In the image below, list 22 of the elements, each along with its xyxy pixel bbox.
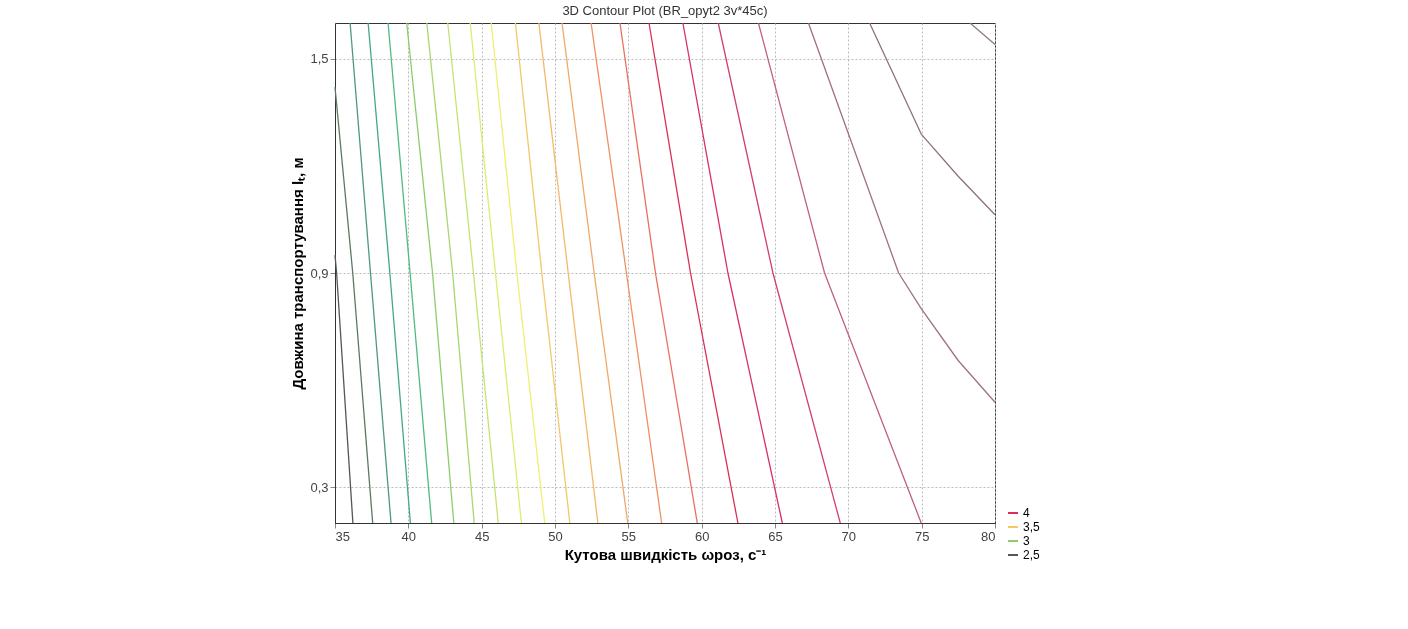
x-tick-label: 75: [914, 528, 930, 544]
chart-title: 3D Contour Plot (BR_opyt2 3v*45c): [562, 3, 768, 19]
y-tick-label: 0,3: [310, 479, 329, 495]
x-tick-label: 60: [694, 528, 710, 544]
x-axis-title: Кутова швидкість ωроз, с⁻¹: [564, 545, 767, 563]
y-tick-label: 1,5: [310, 51, 329, 67]
x-tick-label: 40: [401, 528, 417, 544]
x-tick-label: 55: [621, 528, 637, 544]
legend-label: 3: [1023, 534, 1030, 548]
legend-label: 2,5: [1023, 548, 1041, 562]
y-axis-title: Довжина транспортування lₜ, м: [289, 157, 307, 390]
x-tick-label: 35: [335, 528, 350, 544]
line-series: [868, 22, 996, 216]
line-series: [807, 22, 996, 403]
legend-label: 4: [1023, 506, 1030, 520]
x-tick-label: 50: [548, 528, 563, 544]
x-tick-label: 65: [768, 528, 783, 544]
x-tick-label: 70: [841, 528, 857, 544]
y-tick-label: 0,9: [310, 265, 329, 281]
legend-label: 3,5: [1023, 520, 1041, 534]
x-tick-label: 45: [474, 528, 490, 544]
x-tick-label: 80: [981, 528, 996, 544]
